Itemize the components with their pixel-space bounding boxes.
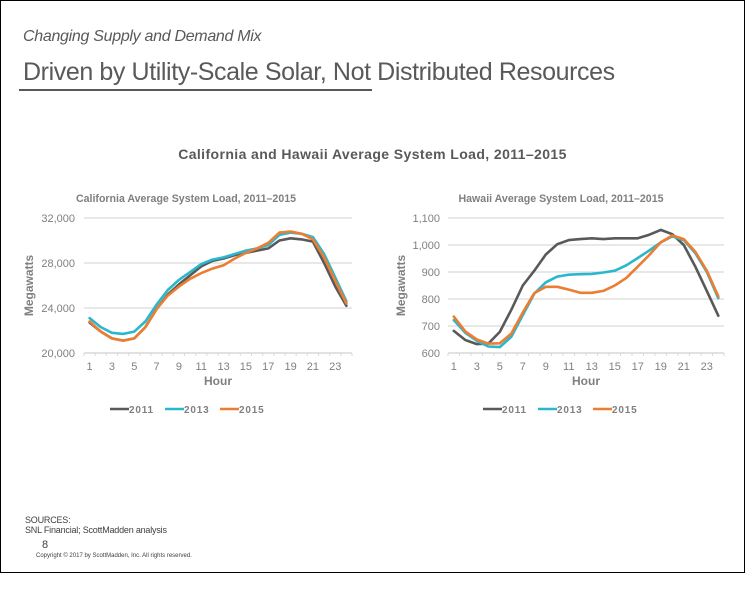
california-load-chart: California Average System Load, 2011–201… (22, 193, 353, 416)
y-tick-label: 800 (422, 294, 440, 306)
y-tick-label: 1,100 (412, 213, 440, 225)
sources-note: SOURCES: SNL Financial; ScottMadden anal… (25, 515, 167, 535)
chart-title: Hawaii Average System Load, 2011–2015 (459, 193, 664, 205)
x-tick-label: 23 (329, 361, 341, 373)
y-tick-label: 20,000 (41, 348, 75, 360)
x-axis-title: Hour (572, 374, 600, 388)
x-tick-label: 17 (262, 361, 274, 373)
legend-label-2013: 2013 (557, 405, 582, 416)
x-tick-label: 11 (563, 361, 574, 373)
x-tick-label: 7 (520, 361, 526, 373)
legend-label-2015: 2015 (239, 405, 264, 416)
x-tick-label: 21 (678, 361, 690, 373)
sources-text: SNL Financial; ScottMadden analysis (25, 525, 167, 535)
legend-label-2011: 2011 (129, 405, 154, 416)
y-tick-label: 600 (422, 348, 440, 360)
x-tick-label: 7 (154, 361, 160, 373)
x-tick-label: 15 (240, 361, 252, 373)
y-tick-label: 900 (422, 267, 440, 279)
slide-headline: Driven by Utility-Scale Solar, Not Distr… (23, 58, 615, 86)
y-tick-label: 1,000 (412, 240, 440, 252)
series-line-2011 (452, 228, 720, 346)
headline-underline (19, 89, 372, 91)
x-tick-label: 1 (451, 361, 457, 373)
page-number: 8 (42, 539, 49, 551)
x-tick-label: 9 (543, 361, 549, 373)
x-tick-label: 15 (609, 361, 621, 373)
x-tick-label: 3 (109, 361, 115, 373)
sources-label: SOURCES: (25, 515, 71, 525)
slide-kicker: Changing Supply and Demand Mix (23, 28, 262, 45)
series-line-2015 (452, 234, 720, 345)
chart-title: California Average System Load, 2011–201… (76, 193, 296, 205)
legend-label-2011: 2011 (502, 405, 527, 416)
x-tick-label: 13 (217, 361, 229, 373)
y-tick-label: 24,000 (41, 303, 75, 315)
x-axis-title: Hour (204, 374, 232, 388)
x-tick-label: 1 (87, 361, 93, 373)
x-tick-label: 11 (196, 361, 207, 373)
main-chart-title: California and Hawaii Average System Loa… (178, 146, 567, 162)
x-tick-label: 23 (701, 361, 713, 373)
y-axis-title: Megawatts (394, 255, 408, 317)
y-tick-label: 28,000 (41, 258, 75, 270)
series-line-2013 (88, 231, 348, 336)
hawaii-load-chart: Hawaii Average System Load, 2011–2015 600… (394, 193, 725, 416)
y-tick-label: 700 (422, 321, 440, 333)
y-axis-title: Megawatts (22, 255, 36, 317)
x-tick-label: 13 (586, 361, 598, 373)
y-tick-label: 32,000 (41, 213, 75, 225)
x-tick-label: 21 (307, 361, 319, 373)
x-tick-label: 3 (474, 361, 480, 373)
x-tick-label: 5 (497, 361, 503, 373)
slide-frame (0, 0, 745, 573)
x-tick-label: 19 (284, 361, 296, 373)
legend-label-2013: 2013 (184, 405, 209, 416)
x-tick-label: 9 (176, 361, 182, 373)
series-line-2011 (88, 236, 348, 342)
legend-label-2015: 2015 (612, 405, 637, 416)
x-tick-label: 17 (632, 361, 644, 373)
x-tick-label: 19 (655, 361, 667, 373)
x-tick-label: 5 (131, 361, 137, 373)
series-line-2015 (88, 230, 348, 342)
copyright-notice: Copyright © 2017 by ScottMadden, Inc. Al… (36, 553, 192, 559)
